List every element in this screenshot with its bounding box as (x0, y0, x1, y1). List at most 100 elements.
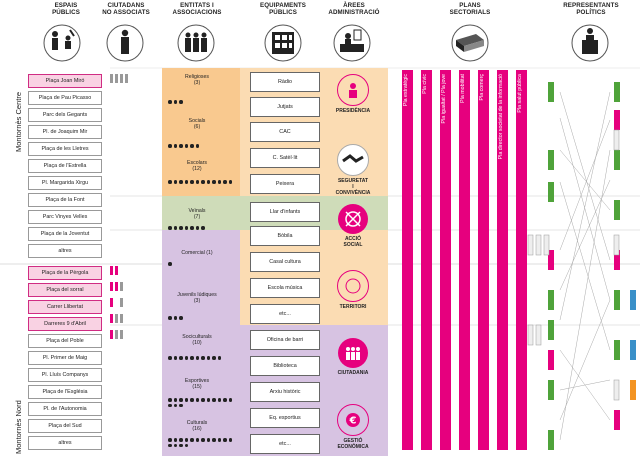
equipament-item[interactable]: Llar d'infants (250, 202, 320, 222)
entitat-group: Culturals (16) (186, 420, 208, 432)
espai-item[interactable]: Plaça de Pau Picasso (28, 91, 102, 105)
espai-item[interactable]: altres (28, 436, 102, 450)
entitat-dot (190, 356, 194, 360)
entitat-dot (201, 356, 205, 360)
equipament-item[interactable]: etc... (250, 434, 320, 454)
area-territori[interactable]: TERRITORI (335, 270, 371, 310)
equipament-item[interactable]: Casal cultura (250, 252, 320, 272)
pla-bar[interactable]: Pla estratègic (402, 70, 413, 450)
entitat-dot (201, 398, 205, 402)
entitat-dot (173, 403, 177, 407)
equipament-item[interactable]: Jutjats (250, 97, 320, 117)
espai-item[interactable]: Pl. Primer de Maig (28, 351, 102, 365)
band-purple-entitats (162, 230, 248, 456)
rep-lines (559, 91, 611, 441)
entitat-dot (173, 438, 177, 442)
euro-icon: € (337, 404, 369, 436)
equipament-item[interactable]: Biblioteca (250, 356, 320, 376)
entitat-dot (217, 356, 221, 360)
equipament-item[interactable]: Eq. esportius (250, 408, 320, 428)
entitat-group: Esportives (15) (184, 378, 210, 390)
header-plans: PLANS SECTORIALS (449, 2, 491, 16)
entitat-dot (168, 356, 172, 360)
equipament-item[interactable]: etc... (250, 304, 320, 324)
equipament-item[interactable]: Bòbila (250, 226, 320, 246)
entitat-dot (212, 398, 216, 402)
entitat-dot (195, 180, 199, 184)
pla-bar[interactable]: Pla director societat de la informació (497, 70, 508, 450)
entitat-dot (173, 180, 177, 184)
header-representants: REPRESENTANTS POLÍTICS (563, 2, 619, 16)
espai-item[interactable]: Pl. de Joaquim Mir (28, 125, 102, 139)
entitat-dot (173, 356, 177, 360)
area-presidencia[interactable]: PRESIDÈNCIA (335, 74, 371, 114)
entitat-dot (223, 180, 227, 184)
pla-bar[interactable]: Pla mobilitat (459, 70, 470, 450)
espai-item[interactable]: Plaça del sorral (28, 283, 102, 297)
area-ciutadania[interactable]: CIUTADANIA (335, 338, 371, 376)
ciutadania-icon (338, 338, 368, 368)
rep-persons-right (613, 82, 636, 430)
equipament-item[interactable]: C. Satèl·lit (250, 148, 320, 168)
espai-item[interactable]: Plaça del Poble (28, 334, 102, 348)
espai-item[interactable]: altres (28, 244, 102, 258)
entitat-dot (201, 226, 205, 230)
espai-item[interactable]: Plaça Joan Miró (28, 74, 102, 88)
espai-item[interactable]: Plaça de la Font (28, 193, 102, 207)
entitat-dot (217, 180, 221, 184)
entitat-dot (179, 226, 183, 230)
espai-item[interactable]: Plaça del Sud (28, 419, 102, 433)
entitat-dots (168, 398, 234, 407)
entitat-dot (195, 356, 199, 360)
entitat-dot (168, 100, 172, 104)
entitat-dot (173, 144, 177, 148)
equipament-item[interactable]: Peixera (250, 174, 320, 194)
entitat-dot (195, 438, 199, 442)
entitat-dot (168, 438, 172, 442)
entitat-dot (201, 438, 205, 442)
equipament-item[interactable]: Escola música (250, 278, 320, 298)
pla-bar[interactable]: Pla salut pública (516, 70, 527, 450)
entitat-dot (195, 226, 199, 230)
espai-item[interactable]: Plaça de les Lletres (28, 142, 102, 156)
equipament-item[interactable]: Ràdio (250, 72, 320, 92)
entitat-dot (206, 398, 210, 402)
espai-item[interactable]: Parc Vinyes Velles (28, 210, 102, 224)
espai-item[interactable]: Plaça de l'Estrella (28, 159, 102, 173)
header-arees: ÀREES ADMINISTRACIÓ (328, 2, 380, 16)
entitat-dot (173, 316, 177, 320)
area-seguretat[interactable]: SEGURETAT I CONVIVÈNCIA (335, 144, 371, 196)
entitat-dots (168, 180, 234, 184)
entitat-dot (173, 100, 177, 104)
espai-item[interactable]: Darreres 9 d'Abril (28, 317, 102, 331)
entitat-dot (195, 144, 199, 148)
entitat-dot (173, 226, 177, 230)
espai-item[interactable]: Plaça de la Joventut (28, 227, 102, 241)
entitat-dot (228, 438, 232, 442)
entitat-dot (201, 180, 205, 184)
equipament-item[interactable]: Oficina de barri (250, 330, 320, 350)
espai-item[interactable]: Plaça de l'Església (28, 385, 102, 399)
espai-item[interactable]: Pl. Margarida Xirgu (28, 176, 102, 190)
espai-item[interactable]: Plaça de la Pèrgola (28, 266, 102, 280)
espai-item[interactable]: Pl. Lluís Companys (28, 368, 102, 382)
entitat-dots (168, 356, 234, 360)
entitat-dot (190, 226, 194, 230)
equipament-item[interactable]: CAC (250, 122, 320, 142)
area-accio-social[interactable]: ACCIÓ SOCIAL (335, 204, 371, 248)
espai-item[interactable]: Parc dels Gegants (28, 108, 102, 122)
entitat-dot (168, 262, 172, 266)
equipament-item[interactable]: Arxiu històric (250, 382, 320, 402)
ciutadans-figures (110, 74, 128, 339)
entitat-dots (168, 100, 234, 104)
espai-item[interactable]: Carrer Llibertat (28, 300, 102, 314)
entitat-dot (168, 226, 172, 230)
espai-item[interactable]: Pl. de l'Autonomia (28, 402, 102, 416)
entitat-dot (179, 180, 183, 184)
handshake-icon (337, 144, 369, 176)
area-gestio-economica[interactable]: € GESTIÓ ECONÒMICA (335, 404, 371, 450)
pla-bar[interactable]: Pla comerç (478, 70, 489, 450)
pla-bar[interactable]: Pla cívic (421, 70, 432, 450)
pla-bar[interactable]: Pla igualtat / Pla jove (440, 70, 451, 450)
entitat-dot (223, 438, 227, 442)
